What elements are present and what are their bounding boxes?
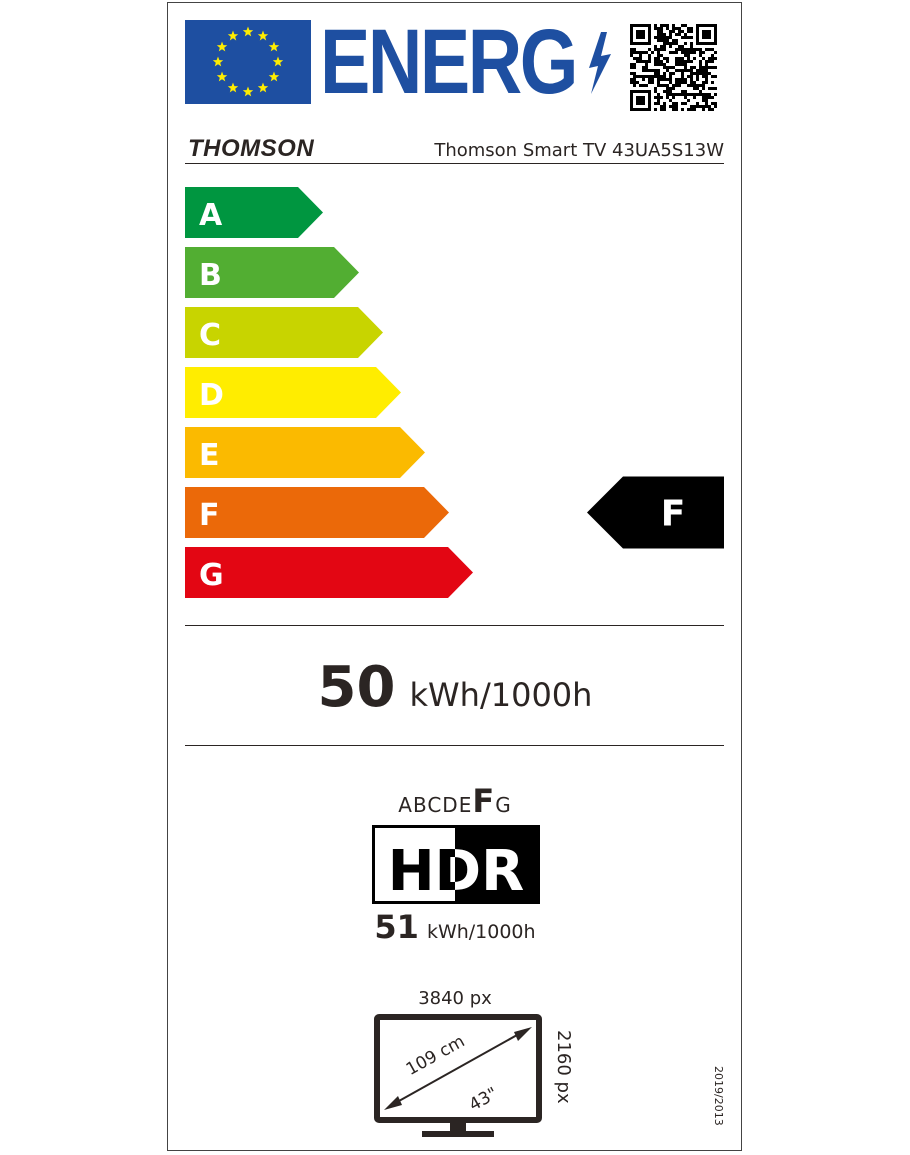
eu-flag [185, 20, 311, 104]
energy-rating-letter: F [661, 494, 686, 535]
hdr-scale-before: ABCDE [398, 793, 473, 817]
diagonal-inch: 43" [466, 1084, 501, 1116]
energy-class-c: C [185, 307, 383, 358]
energy-class-d: D [185, 367, 401, 418]
star-icon [257, 82, 269, 93]
star-icon [242, 86, 254, 97]
resolution-width: 3840 px [418, 988, 492, 1009]
star-icon [242, 26, 254, 37]
energy-bar [185, 367, 401, 418]
energy-bar [185, 307, 383, 358]
energy-bar-letter: D [199, 378, 224, 413]
divider [185, 745, 724, 746]
hdr-unit: kWh/1000h [426, 921, 536, 943]
star-icon [227, 82, 239, 93]
sdr-unit: kWh/1000h [409, 676, 593, 714]
energy-class-g: G [185, 547, 473, 598]
tv-icon: 109 cm 43" [374, 1014, 542, 1137]
brand-name: THOMSON [188, 135, 315, 162]
energy-label-frame [167, 2, 742, 1151]
hdr-logo-text: HDR [388, 839, 524, 904]
hdr-scale-after: G [495, 793, 512, 817]
divider [185, 625, 724, 626]
hdr-logo: HDR [372, 825, 540, 904]
sdr-value: 50 [317, 655, 396, 720]
energy-bar [185, 427, 425, 478]
sdr-consumption: 50 kWh/1000h [0, 655, 910, 720]
divider [185, 163, 724, 164]
star-icon [216, 41, 228, 52]
energy-bar [185, 547, 473, 598]
star-icon [272, 56, 284, 67]
regulation-number: 2019/2013 [712, 1066, 725, 1126]
lightning-bolt-icon [589, 32, 611, 94]
hdr-scale-active: F [472, 782, 496, 820]
eu-stars-icon [212, 26, 284, 97]
resolution-height: 2160 px [553, 1030, 574, 1104]
hdr-consumption: 51 kWh/1000h [0, 908, 910, 946]
energy-bar [185, 247, 359, 298]
star-icon [268, 71, 280, 82]
energy-bar [185, 487, 449, 538]
energy-rating-indicator: F [587, 476, 724, 549]
star-icon [257, 30, 269, 41]
star-icon [216, 71, 228, 82]
energy-class-e: E [185, 427, 425, 478]
star-icon [227, 30, 239, 41]
energy-bar-letter: E [199, 438, 220, 473]
star-icon [212, 56, 224, 67]
energy-bar-letter: F [199, 498, 220, 533]
diagonal-cm: 109 cm [403, 1031, 468, 1079]
energy-bar-letter: G [199, 558, 224, 593]
energy-bar-letter: B [199, 258, 222, 293]
model-name: Thomson Smart TV 43UA5S13W [434, 140, 724, 161]
energy-bar-letter: C [199, 318, 221, 353]
qr-code-icon[interactable] [630, 24, 718, 112]
energy-class-b: B [185, 247, 359, 298]
energy-class-a: A [185, 187, 323, 238]
energy-bar [185, 187, 323, 238]
star-icon [268, 41, 280, 52]
hdr-scale: ABCDEFG [0, 782, 910, 820]
energy-logo-text: ENERG [320, 11, 578, 113]
hdr-value: 51 [374, 908, 419, 946]
energy-class-f: F [185, 487, 449, 538]
energy-bar-letter: A [199, 198, 223, 233]
